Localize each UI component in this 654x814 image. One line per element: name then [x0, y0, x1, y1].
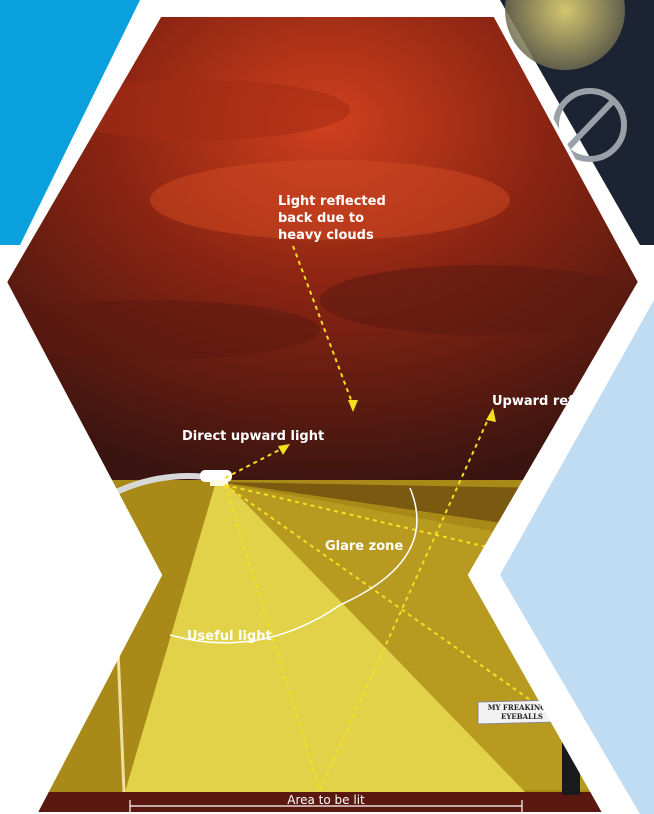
- light-blue-tile: [500, 300, 654, 814]
- label-reflected-line-2: back due to: [278, 211, 364, 226]
- light-ray-arrows: [224, 245, 581, 791]
- label-direct-upward-light: Direct upward light: [182, 429, 324, 444]
- label-glare-zone: Glare zone: [325, 539, 403, 554]
- speech-line-2: EYEBALLS: [501, 712, 543, 721]
- speech-line-1: MY FREAKING: [488, 703, 546, 712]
- label-useful-light: Useful light: [187, 629, 272, 644]
- street-lamp-icon: [200, 470, 232, 486]
- label-area-to-be-lit: Area to be lit: [287, 793, 365, 807]
- night-tile: [500, 0, 654, 245]
- label-reflected-line-3: heavy clouds: [278, 228, 374, 243]
- useful-light-cone: [125, 485, 525, 792]
- person-icon: [559, 697, 580, 795]
- sun-glow: [505, 0, 625, 70]
- label-upward-reflected: Upward ref: [492, 394, 574, 409]
- blue-tile: [0, 0, 140, 245]
- road: [5, 792, 640, 814]
- label-reflected-line-1: Light reflected: [278, 194, 386, 209]
- useful-arc: [169, 604, 341, 644]
- glare-arc: [339, 487, 418, 606]
